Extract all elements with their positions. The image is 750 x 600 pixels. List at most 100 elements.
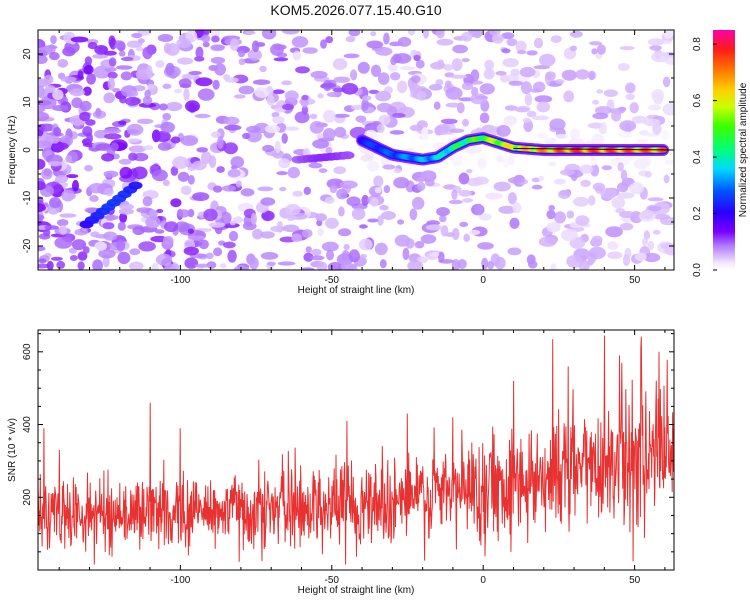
noise-blob bbox=[103, 128, 122, 134]
noise-blob bbox=[629, 182, 644, 195]
noise-blob bbox=[110, 142, 119, 152]
noise-blob bbox=[281, 30, 300, 35]
noise-blob bbox=[46, 260, 54, 270]
noise-blob bbox=[664, 159, 674, 165]
noise-blob bbox=[164, 221, 179, 233]
noise-blob bbox=[165, 43, 180, 56]
noise-blob bbox=[569, 128, 581, 140]
noise-blob bbox=[318, 168, 328, 174]
noise-blob bbox=[341, 250, 350, 261]
noise-blob bbox=[397, 219, 405, 225]
noise-blob bbox=[284, 90, 299, 102]
noise-blob bbox=[508, 154, 515, 166]
noise-blob bbox=[382, 164, 396, 170]
noise-blob bbox=[104, 187, 114, 196]
noise-blob bbox=[651, 51, 669, 63]
noise-blob bbox=[510, 68, 520, 77]
noise-blob bbox=[183, 246, 199, 256]
noise-blob bbox=[362, 95, 372, 101]
noise-blob bbox=[647, 197, 664, 202]
noise-blob bbox=[345, 36, 356, 43]
noise-blob bbox=[92, 259, 103, 270]
noise-blob bbox=[517, 50, 527, 55]
noise-blob bbox=[566, 254, 583, 268]
noise-blob bbox=[531, 115, 550, 121]
noise-blob bbox=[428, 84, 443, 91]
noise-blob bbox=[333, 126, 347, 138]
noise-blob bbox=[87, 42, 98, 50]
noise-blob bbox=[254, 87, 270, 98]
noise-blob bbox=[121, 56, 134, 62]
noise-blob bbox=[416, 176, 425, 183]
noise-blob bbox=[195, 46, 204, 59]
noise-blob bbox=[127, 138, 140, 143]
y-tick-label: 20 bbox=[22, 48, 33, 60]
noise-blob bbox=[227, 249, 237, 263]
noise-blob bbox=[647, 240, 655, 251]
noise-blob bbox=[649, 45, 662, 51]
noise-blob bbox=[548, 161, 557, 167]
noise-blob bbox=[252, 79, 271, 85]
noise-blob bbox=[634, 252, 647, 261]
noise-blob bbox=[266, 95, 275, 106]
noise-blob bbox=[59, 224, 67, 235]
noise-blob bbox=[300, 267, 315, 270]
noise-blob bbox=[157, 34, 174, 42]
noise-blob bbox=[264, 124, 281, 134]
noise-blob bbox=[569, 30, 583, 38]
noise-blob bbox=[339, 180, 358, 189]
noise-blob bbox=[131, 90, 139, 97]
noise-blob bbox=[317, 93, 324, 99]
noise-blob bbox=[619, 46, 635, 51]
noise-blob bbox=[53, 184, 63, 190]
noise-blob bbox=[272, 116, 285, 124]
noise-blob bbox=[79, 100, 92, 112]
noise-blob bbox=[188, 71, 202, 75]
noise-blob bbox=[77, 261, 85, 270]
noise-blob bbox=[533, 37, 544, 49]
noise-blob bbox=[444, 80, 452, 88]
noise-blob bbox=[321, 241, 339, 252]
noise-blob bbox=[316, 261, 328, 270]
noise-blob bbox=[164, 262, 174, 270]
noise-blob bbox=[38, 214, 45, 221]
noise-blob bbox=[360, 154, 374, 162]
noise-blob bbox=[481, 257, 489, 270]
y-tick-label: 200 bbox=[22, 488, 33, 505]
noise-blob bbox=[326, 178, 344, 189]
noise-blob bbox=[196, 147, 208, 153]
chart-title: KOM5.2026.077.15.40.G10 bbox=[270, 2, 441, 18]
noise-blob bbox=[104, 133, 122, 140]
noise-blob bbox=[477, 242, 494, 250]
noise-blob bbox=[157, 142, 172, 151]
noise-blob bbox=[662, 103, 674, 116]
noise-blob bbox=[346, 196, 361, 207]
noise-blob bbox=[393, 177, 410, 189]
noise-blob bbox=[326, 249, 334, 261]
noise-blob bbox=[409, 84, 422, 93]
noise-blob bbox=[187, 175, 195, 185]
noise-blob bbox=[445, 86, 463, 100]
noise-blob bbox=[663, 174, 670, 184]
spectrogram-ylabel: Frequency (Hz) bbox=[7, 116, 18, 185]
noise-blob bbox=[600, 121, 607, 135]
noise-blob bbox=[52, 89, 64, 100]
noise-blob bbox=[202, 41, 210, 48]
noise-blob bbox=[291, 233, 303, 243]
noise-blob bbox=[579, 164, 594, 174]
noise-blob bbox=[117, 251, 131, 265]
noise-blob bbox=[194, 113, 211, 119]
x-tick-label: 0 bbox=[480, 275, 486, 286]
noise-blob bbox=[648, 104, 662, 111]
noise-blob bbox=[333, 76, 351, 83]
noise-blob bbox=[600, 187, 618, 199]
noise-blob bbox=[414, 241, 425, 249]
noise-blob bbox=[407, 30, 416, 36]
feature-blob bbox=[128, 181, 143, 190]
noise-blob bbox=[244, 30, 256, 35]
noise-blob bbox=[272, 89, 285, 94]
noise-blob bbox=[57, 58, 69, 68]
noise-blob bbox=[340, 263, 358, 270]
noise-blob bbox=[107, 77, 115, 91]
